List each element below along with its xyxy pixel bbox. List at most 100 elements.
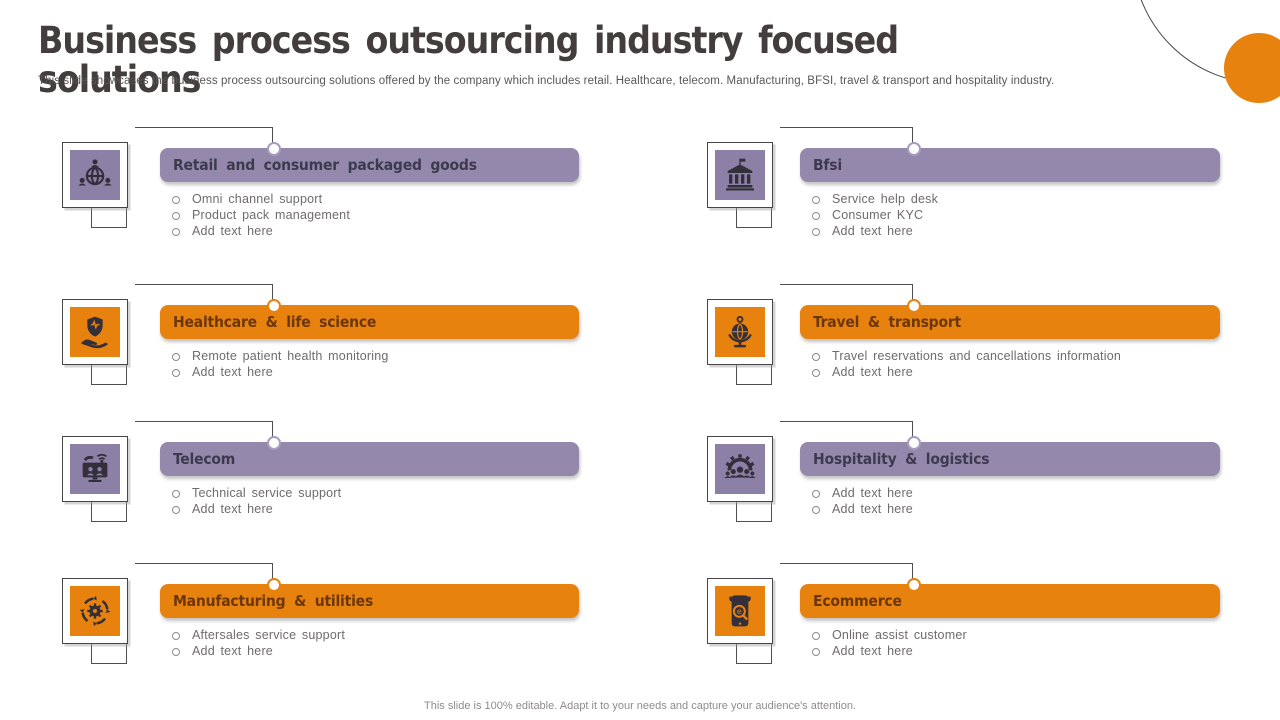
- bullet-text[interactable]: Add text here: [832, 365, 913, 379]
- bullet-text[interactable]: Product pack management: [192, 208, 350, 222]
- icon-frame[interactable]: [62, 299, 128, 365]
- connector-dot: [267, 578, 281, 592]
- icon-frame[interactable]: [707, 142, 773, 208]
- bullet-text[interactable]: Aftersales service support: [192, 628, 346, 642]
- bullet-list: Travel reservations and cancellations in…: [812, 349, 1121, 381]
- connector-line: [912, 127, 913, 148]
- item-title: Healthcare & life science: [173, 313, 377, 331]
- connector-line: [780, 563, 912, 564]
- bullet-list: Technical service support Add text here: [172, 486, 341, 518]
- bullet-item: Add text here: [172, 644, 345, 660]
- item-header-bar[interactable]: Retail and consumer packaged goods: [160, 148, 579, 182]
- gear-people-icon: [724, 454, 756, 478]
- icon-frame[interactable]: [707, 299, 773, 365]
- connector-line: [912, 421, 913, 442]
- footer-note[interactable]: This slide is 100% editable. Adapt it to…: [424, 700, 856, 712]
- item-header-bar[interactable]: Healthcare & life science: [160, 305, 579, 339]
- bullet-item: Add text here: [172, 502, 341, 518]
- icon-frame[interactable]: [62, 142, 128, 208]
- bullet-text[interactable]: Add text here: [832, 644, 913, 658]
- hospitality-icon-box: [715, 444, 765, 494]
- frame-hook-line: [91, 208, 127, 228]
- item-header-bar[interactable]: Manufacturing & utilities: [160, 584, 579, 618]
- frame-hook-line: [91, 502, 127, 522]
- connector-line: [912, 284, 913, 305]
- bullet-text[interactable]: Add text here: [832, 224, 913, 238]
- bank-icon: [726, 158, 754, 191]
- bullet-text[interactable]: Travel reservations and cancellations in…: [832, 349, 1121, 363]
- bullet-text[interactable]: Add text here: [192, 502, 273, 516]
- bullet-text[interactable]: Consumer KYC: [832, 208, 924, 222]
- ecommerce-icon-box: e: [715, 586, 765, 636]
- connector-line: [135, 563, 272, 564]
- connector-line: [135, 421, 272, 422]
- bullet-circle-icon: [172, 352, 180, 361]
- svg-text:e: e: [737, 606, 742, 616]
- bullet-text[interactable]: Add text here: [832, 502, 913, 516]
- manufacturing-icon-box: [70, 586, 120, 636]
- solution-item-travel: Travel & transport Travel reservations a…: [707, 284, 1220, 416]
- bullet-text[interactable]: Omni channel support: [192, 192, 323, 206]
- bullet-list: Service help desk Consumer KYC Add text he…: [812, 192, 938, 240]
- bullet-text[interactable]: Add text here: [832, 486, 913, 500]
- item-title: Ecommerce: [813, 592, 902, 610]
- item-header-bar[interactable]: Travel & transport: [800, 305, 1220, 339]
- item-title: Hospitality & logistics: [813, 450, 990, 468]
- bullet-item: Add text here: [812, 224, 938, 240]
- bullet-text[interactable]: Technical service support: [192, 486, 342, 500]
- item-title: Telecom: [173, 450, 236, 468]
- solution-item-manufacturing: Manufacturing & utilities Aftersales ser…: [62, 563, 579, 695]
- telecom-icon-box: [70, 444, 120, 494]
- bullet-circle-icon: [172, 631, 180, 640]
- bullet-list: Aftersales service support Add text here: [172, 628, 345, 660]
- page-title[interactable]: Business process outsourcing industry fo…: [38, 19, 899, 101]
- icon-frame[interactable]: [707, 436, 773, 502]
- frame-hook-line: [736, 208, 772, 228]
- frame-hook-line: [736, 365, 772, 385]
- bullet-text[interactable]: Add text here: [192, 224, 273, 238]
- item-header-bar[interactable]: Hospitality & logistics: [800, 442, 1220, 476]
- bullet-text[interactable]: Add text here: [192, 644, 273, 658]
- bullet-list: Omni channel support Product pack managem…: [172, 192, 350, 240]
- connector-dot: [907, 299, 921, 313]
- item-header-bar[interactable]: Telecom: [160, 442, 579, 476]
- icon-frame[interactable]: e: [707, 578, 773, 644]
- gear-arrows-icon: [79, 595, 111, 627]
- connector-dot: [267, 299, 281, 313]
- item-header-bar[interactable]: Bfsi: [800, 148, 1220, 182]
- travel-icon-box: [715, 307, 765, 357]
- globe-users-icon: [78, 159, 112, 186]
- bullet-item: Add text here: [812, 502, 913, 518]
- frame-hook-line: [91, 644, 127, 664]
- shield-hand-icon: [81, 316, 109, 349]
- frame-hook-line: [736, 502, 772, 522]
- icon-frame[interactable]: [62, 436, 128, 502]
- icon-frame[interactable]: [62, 578, 128, 644]
- connector-dot: [907, 142, 921, 156]
- healthcare-icon-box: [70, 307, 120, 357]
- mobile-shop-icon: e: [729, 595, 751, 627]
- item-header-bar[interactable]: Ecommerce: [800, 584, 1220, 618]
- bullet-text[interactable]: Remote patient health monitoring: [192, 349, 389, 363]
- bullet-circle-icon: [812, 195, 820, 204]
- bullet-item: Service help desk: [812, 192, 938, 208]
- item-title: Travel & transport: [813, 313, 961, 331]
- bullet-list: Online assist customer Add text here: [812, 628, 967, 660]
- bullet-item: Add text here: [812, 365, 1121, 381]
- bullet-text[interactable]: Add text here: [192, 365, 273, 379]
- bullet-list: Remote patient health monitoring Add text…: [172, 349, 389, 381]
- bullet-item: Technical service support: [172, 486, 341, 502]
- frame-hook-line: [91, 365, 127, 385]
- bullet-item: Product pack management: [172, 208, 350, 224]
- retail-icon-box: [70, 150, 120, 200]
- slide-subtitle[interactable]: This slide showcases the business proces…: [38, 75, 1055, 87]
- bullet-text[interactable]: Online assist customer: [832, 628, 967, 642]
- bullet-list: Add text here Add text here: [812, 486, 913, 518]
- bullet-circle-icon: [812, 368, 820, 377]
- connector-line: [780, 421, 912, 422]
- bullet-circle-icon: [812, 352, 820, 361]
- solution-item-bfsi: Bfsi Service help desk Consumer KYC Add te…: [707, 127, 1220, 259]
- bullet-text[interactable]: Service help desk: [832, 192, 939, 206]
- frame-hook-line: [736, 644, 772, 664]
- corner-orange-circle: [1224, 33, 1280, 103]
